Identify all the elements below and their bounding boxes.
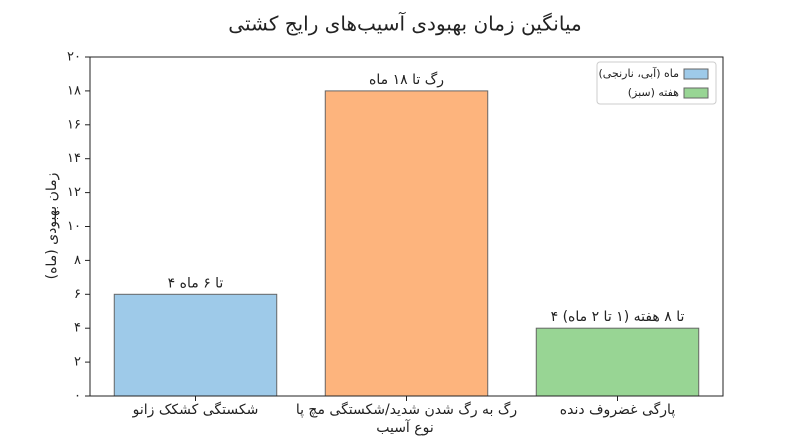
x-tick-label: رگ به رگ شدن شدید/شکستگی مچ پا	[296, 400, 517, 418]
y-tick-label: ۰	[74, 389, 81, 404]
legend-swatch	[683, 87, 709, 99]
x-tick-label: پارگی غضروف دنده	[560, 401, 676, 418]
y-tick-label: ۱۲	[67, 185, 81, 200]
bar	[535, 327, 700, 397]
value-label: ۴ تا ۶ ماه	[168, 275, 224, 291]
x-axis-label: نوع آسیب	[376, 419, 434, 436]
y-tick-label: ۲	[74, 355, 81, 370]
legend-label: ماه (آبی، نارنجی)	[599, 66, 680, 80]
value-label: ۴ تا ۸ هفته (۱ تا ۲ ماه)	[551, 309, 685, 325]
legend-label: هفته (سبز)	[628, 86, 679, 99]
y-axis-label: زمان بهبودی (ماه)	[44, 173, 60, 280]
bar	[324, 90, 489, 397]
y-tick-label: ۱۸	[67, 83, 81, 98]
x-tick-label: شکستگی کشکک زانو	[132, 401, 259, 418]
y-tick-label: ۱۶	[67, 117, 81, 132]
y-tick-label: ۴	[74, 321, 81, 336]
y-tick-label: ۱۰	[67, 219, 81, 234]
y-tick-label: ۱۴	[67, 151, 81, 166]
y-tick-label: ۶	[74, 287, 81, 302]
bar	[113, 293, 278, 397]
legend-swatch	[683, 68, 709, 80]
y-tick-label: ۲۰	[67, 50, 81, 65]
value-label: رگ تا ۱۸ ماه	[369, 70, 444, 88]
plot-frame	[89, 56, 724, 397]
chart-title: میانگین زمان بهبودی آسیب‌های رایج کشتی	[228, 11, 581, 36]
y-tick-label: ۸	[74, 253, 81, 268]
